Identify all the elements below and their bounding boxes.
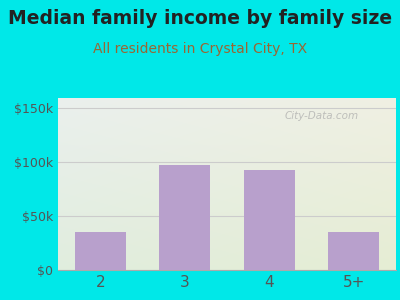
- Text: All residents in Crystal City, TX: All residents in Crystal City, TX: [93, 42, 307, 56]
- Bar: [75, 232, 126, 270]
- Bar: [328, 232, 379, 270]
- Text: Median family income by family size: Median family income by family size: [8, 9, 392, 28]
- Bar: [159, 165, 210, 270]
- Bar: [244, 170, 294, 270]
- Text: City-Data.com: City-Data.com: [284, 111, 358, 121]
